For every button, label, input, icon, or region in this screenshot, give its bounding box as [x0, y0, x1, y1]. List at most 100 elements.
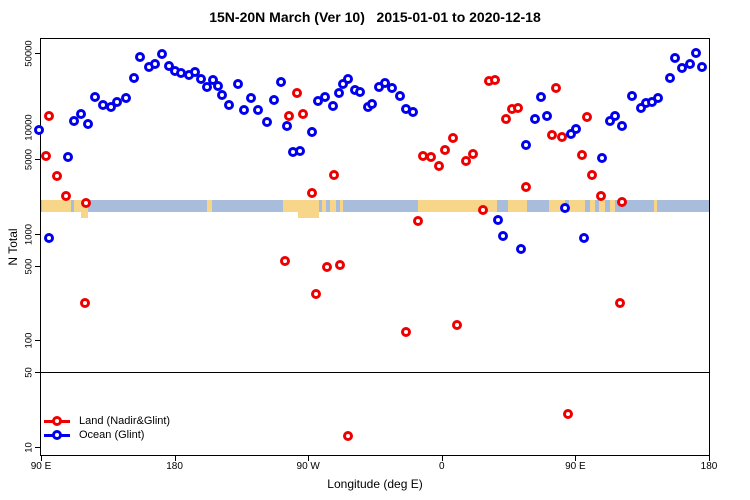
ocean-data-point	[306, 127, 317, 138]
land-data-point	[321, 262, 332, 273]
ocean-data-point	[112, 97, 123, 108]
land-data-point	[439, 145, 450, 155]
ocean-data-point	[542, 110, 553, 121]
x-axis-tick-label: 90 E	[565, 461, 586, 472]
ocean-data-point	[597, 153, 608, 164]
ocean-data-point	[62, 152, 73, 163]
x-axis-tick-label: 90 E	[30, 461, 52, 472]
ocean-data-point	[497, 231, 508, 242]
ocean-data-point	[320, 92, 331, 103]
ocean-data-point	[202, 82, 213, 93]
map-strip-land	[569, 200, 586, 212]
land-data-point	[44, 110, 55, 121]
ocean-data-point	[246, 93, 257, 104]
land-data-point	[547, 130, 558, 140]
ocean-data-point	[407, 106, 418, 117]
y-axis-tick	[35, 265, 40, 267]
legend-ocean-marker	[44, 430, 70, 440]
y-axis-tick-label: 10000	[23, 114, 35, 141]
x-axis-tick	[709, 456, 710, 461]
land-data-point	[460, 155, 471, 166]
land-data-point	[617, 196, 628, 207]
ocean-data-point	[617, 121, 628, 132]
ocean-data-point	[149, 59, 160, 70]
ocean-data-point	[367, 98, 378, 109]
map-strip-land	[282, 200, 319, 212]
land-data-point	[292, 88, 303, 99]
land-data-point	[335, 260, 346, 270]
ocean-data-point	[33, 124, 44, 135]
legend-ocean-label: Ocean (Glint)	[79, 429, 145, 441]
legend-item-land: Land (Nadir&Glint)	[44, 414, 170, 428]
ocean-data-point	[669, 53, 680, 64]
land-data-point	[425, 152, 436, 163]
x-axis-label: Longitude (deg E)	[327, 477, 423, 491]
ocean-data-point	[560, 203, 570, 214]
legend-land-marker	[44, 416, 70, 426]
land-data-point	[551, 83, 562, 94]
ocean-data-point	[68, 115, 79, 126]
ocean-data-point	[565, 128, 576, 139]
land-data-point	[306, 188, 317, 198]
y-axis-tick-label: 50000	[23, 39, 35, 67]
map-strip-land	[330, 200, 337, 212]
x-axis-tick-label: 180	[700, 461, 718, 472]
ocean-data-point	[604, 115, 615, 126]
ocean-data-point	[690, 47, 701, 58]
land-data-point	[513, 102, 524, 113]
ocean-data-point	[571, 123, 582, 134]
ocean-data-point	[253, 104, 264, 115]
land-data-point	[401, 326, 412, 337]
land-data-point	[61, 190, 72, 201]
y-axis-tick-label: 1000	[23, 223, 35, 245]
land-data-point	[490, 75, 501, 86]
x-axis-tick	[441, 456, 443, 461]
y-axis-tick	[35, 233, 40, 235]
land-data-point	[467, 149, 478, 160]
y-axis-tick-label: 100	[23, 332, 35, 349]
ocean-data-point	[493, 215, 504, 226]
legend-land-label: Land (Nadir&Glint)	[79, 415, 171, 427]
x-axis-tick-label: 90 W	[296, 461, 320, 472]
map-strip-land-peninsula	[81, 212, 88, 218]
y-axis-tick-label: 5000	[23, 148, 35, 171]
ocean-data-point	[652, 93, 663, 104]
ocean-data-point	[626, 90, 637, 101]
x-axis-tick	[174, 456, 176, 461]
land-data-point	[577, 149, 588, 160]
ocean-data-point	[261, 117, 272, 128]
land-data-point	[557, 132, 568, 143]
land-data-point	[596, 190, 607, 201]
x-axis-tick	[41, 456, 42, 461]
y-axis-label: N Total	[6, 228, 20, 266]
ocean-data-point	[536, 92, 547, 103]
ocean-data-point	[189, 67, 200, 78]
ocean-data-point	[90, 92, 101, 103]
ocean-data-point	[295, 146, 306, 157]
y-axis-tick	[35, 159, 40, 161]
map-strip-land	[599, 200, 606, 212]
land-data-point	[311, 289, 322, 300]
land-data-point	[581, 112, 592, 123]
ocean-data-point	[44, 233, 55, 244]
ocean-data-point	[387, 83, 398, 94]
land-data-point	[298, 109, 308, 120]
reference-line-n50	[41, 372, 709, 374]
ocean-data-point	[516, 244, 527, 255]
ocean-data-point	[355, 87, 366, 98]
chart-title: 15N-20N March (Ver 10) 2015-01-01 to 202…	[209, 9, 541, 25]
land-data-point	[452, 320, 463, 331]
plot-area: 90 E 180 90 W 0 90 E 180 10 50 100 500 1000 5000 100…	[24, 38, 717, 472]
ocean-data-point	[238, 104, 249, 115]
ocean-data-point	[529, 113, 540, 124]
map-strip-land	[609, 200, 616, 212]
y-axis-tick-label: 500	[23, 258, 35, 274]
ocean-data-point	[105, 102, 116, 113]
land-data-point	[343, 431, 354, 442]
ocean-data-point	[696, 62, 707, 73]
map-strip-land	[340, 200, 344, 212]
land-data-point	[433, 161, 444, 172]
ocean-data-point	[134, 52, 145, 63]
land-data-point	[413, 216, 424, 226]
legend: Land (Nadir&Glint) Ocean (Glint)	[44, 414, 170, 442]
